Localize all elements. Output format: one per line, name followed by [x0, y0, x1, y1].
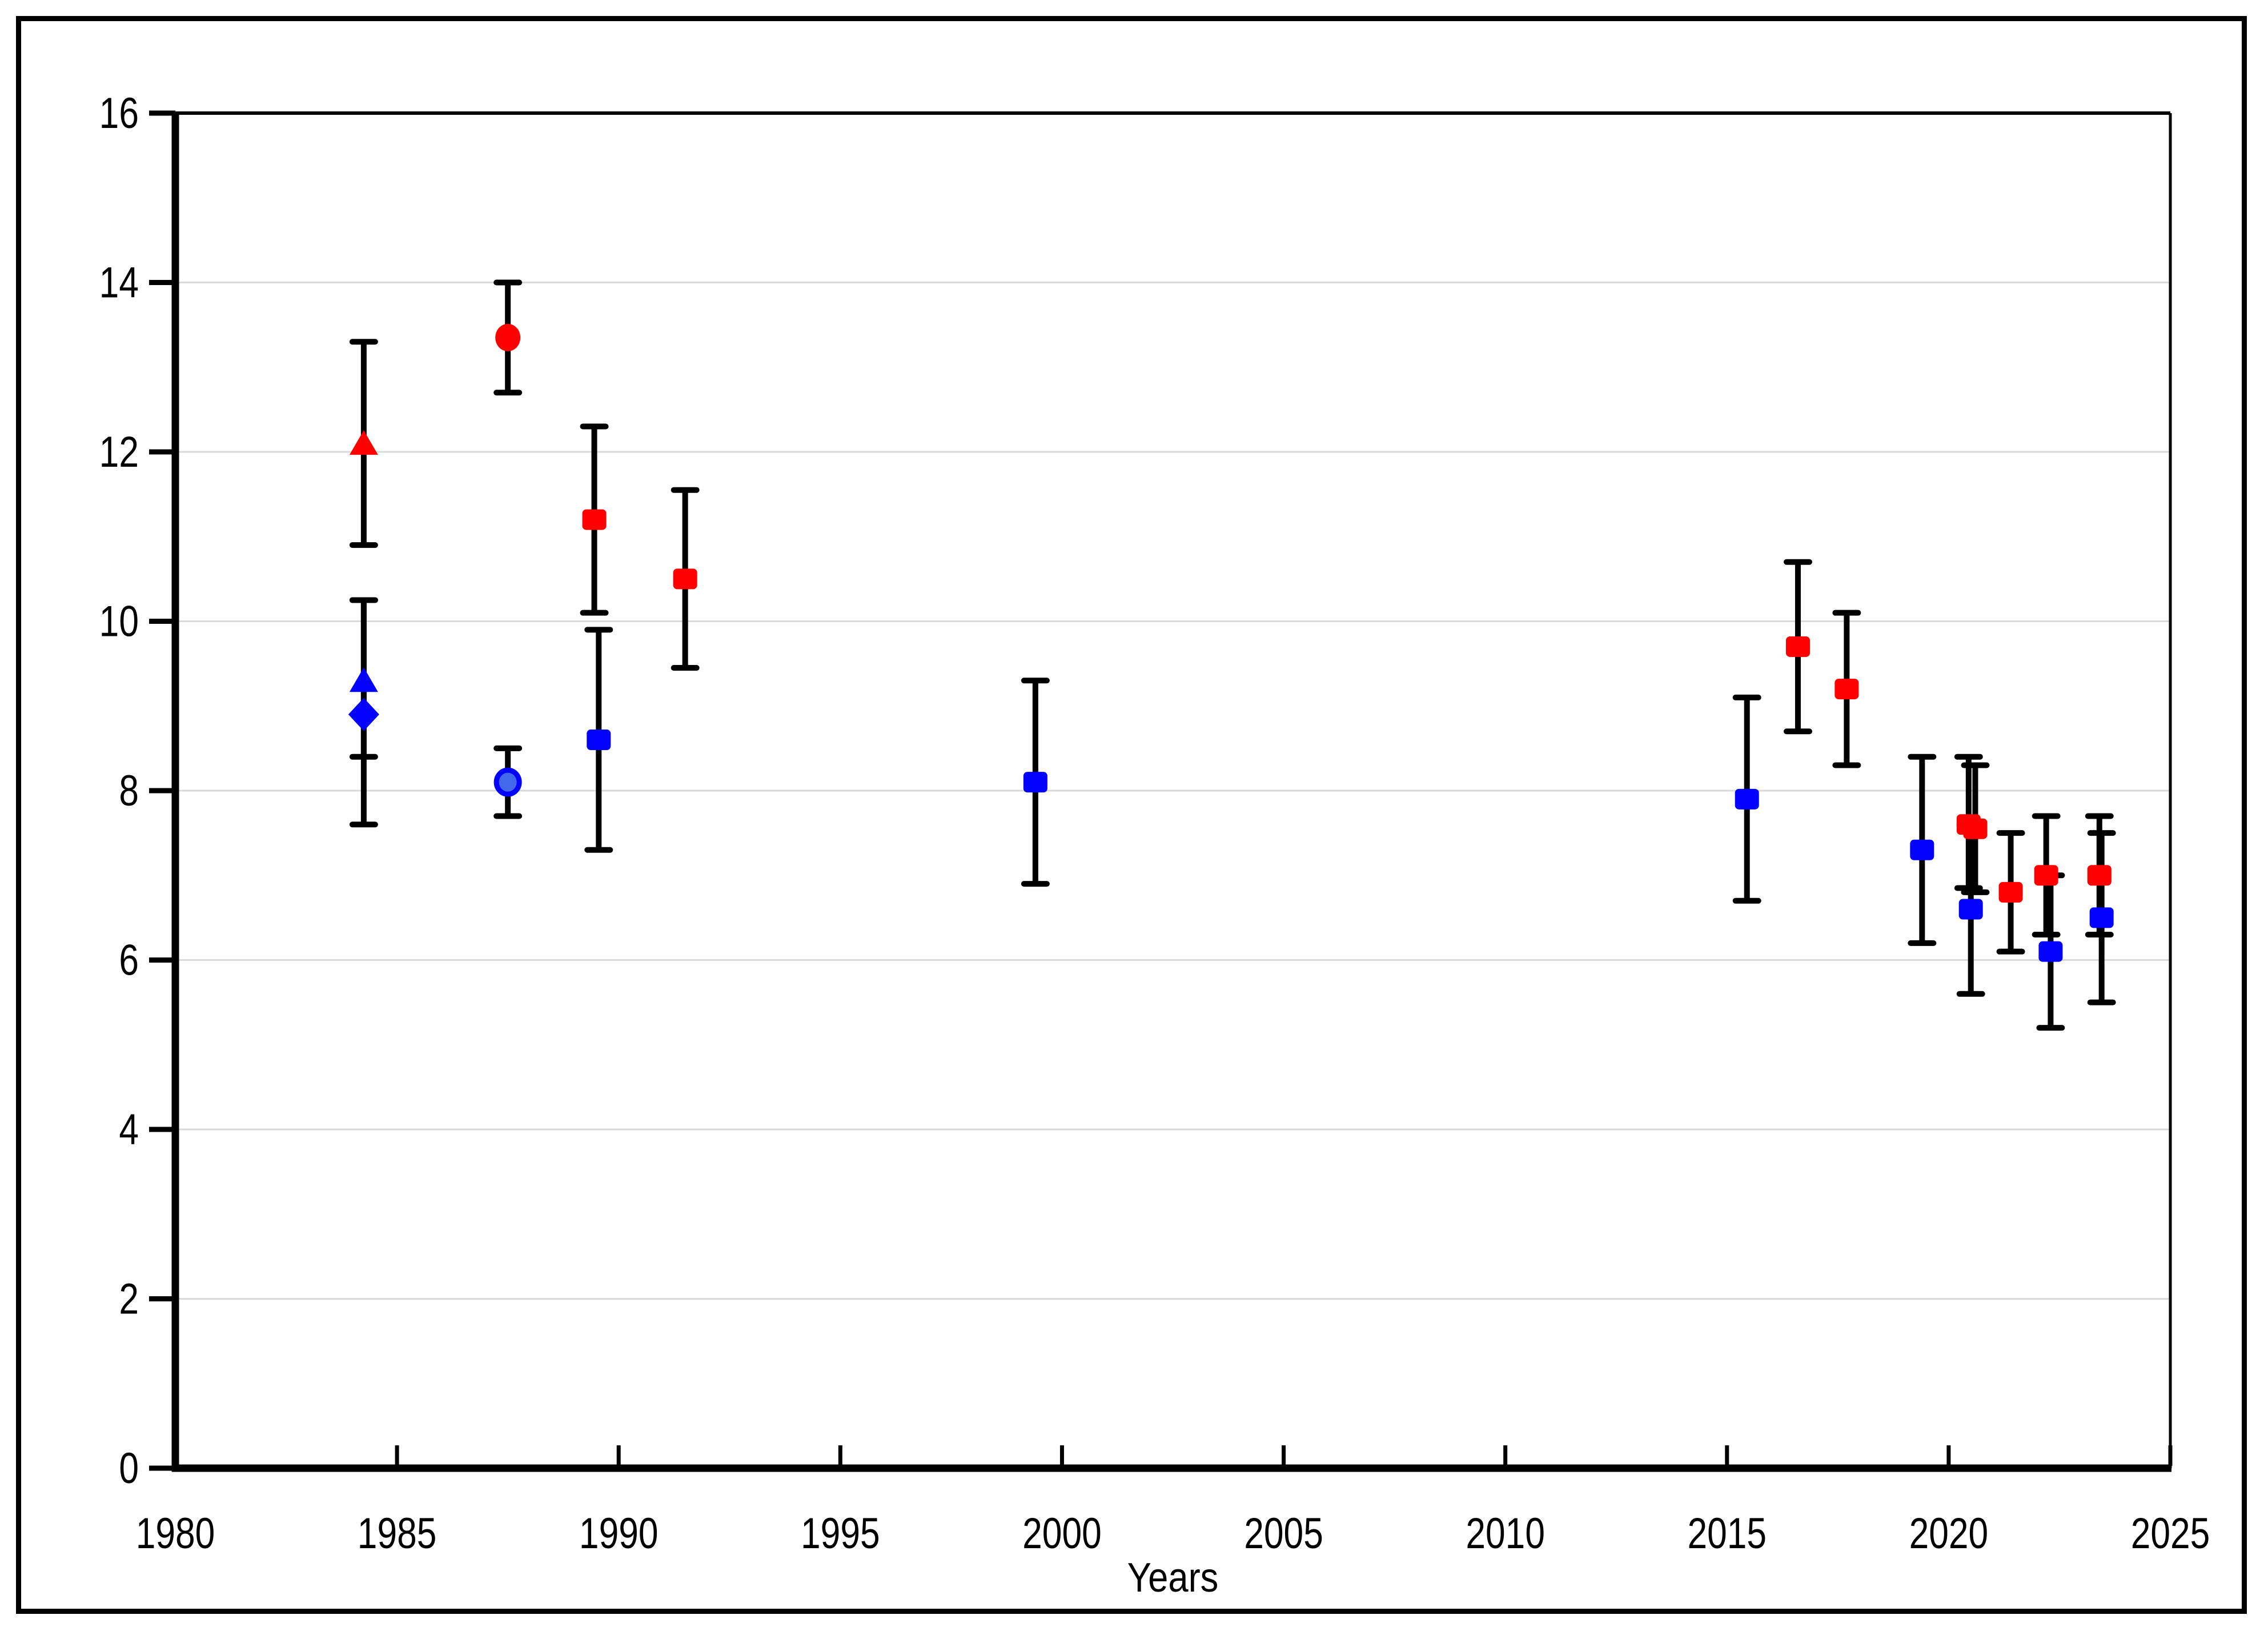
data-point-square [2038, 941, 2063, 962]
y-tick-label-text: 14 [99, 258, 139, 307]
y-tick-label-text: 4 [119, 1105, 139, 1153]
x-tick-label-text: 1980 [136, 1509, 215, 1557]
data-point-square [2034, 865, 2058, 886]
data-point-square [1735, 788, 1759, 810]
y-tick-label: 0 [119, 1444, 139, 1492]
data-point-square [1958, 899, 1983, 920]
x-tick-label: 1990 [579, 1509, 659, 1557]
y-tick-label-text: 16 [99, 89, 139, 137]
gridlines [175, 282, 2170, 1300]
x-tick-label-text: 2005 [1244, 1509, 1323, 1557]
data-point-square [2089, 907, 2114, 928]
y-tick-label-text: 2 [119, 1275, 139, 1323]
y-tick-label-text: 0 [119, 1444, 139, 1492]
x-tick-label-text: 1985 [358, 1509, 437, 1557]
data-markers [348, 323, 2114, 962]
data-point-diamond [348, 698, 379, 731]
y-tick-label-text: 12 [99, 427, 139, 476]
x-tick-label: 2020 [1909, 1509, 1989, 1557]
x-tick-label-text: 2015 [1687, 1509, 1767, 1557]
x-tick-label-text: 2020 [1909, 1509, 1989, 1557]
figure-border [16, 16, 2247, 1614]
data-point-square [587, 730, 611, 751]
error-bars [349, 279, 2116, 1031]
x-tick-label: 2005 [1244, 1509, 1323, 1557]
data-point-square [1963, 818, 1988, 839]
data-point-square [582, 509, 607, 530]
tick-marks [149, 110, 2173, 1471]
data-point-triangle [349, 430, 378, 455]
x-tick-label: 1995 [801, 1509, 880, 1557]
data-point-square [1023, 772, 1047, 793]
y-tick-label: 14 [99, 258, 139, 307]
x-tick-label: 1980 [136, 1509, 215, 1557]
data-point-triangle [349, 667, 378, 692]
y-tick-label-text: 6 [119, 936, 139, 984]
y-tick-label: 12 [99, 427, 139, 476]
x-tick-label: 2000 [1022, 1509, 1102, 1557]
x-tick-label-text: 2010 [1466, 1509, 1545, 1557]
x-tick-label-text: 1990 [579, 1509, 659, 1557]
y-tick-label: 4 [119, 1105, 139, 1153]
x-tick-label: 1985 [358, 1509, 437, 1557]
data-point-square [1998, 881, 2023, 903]
x-tick-label: 2015 [1687, 1509, 1767, 1557]
y-tick-label: 2 [119, 1275, 139, 1323]
data-point-square [1835, 679, 1859, 700]
y-tick-label: 6 [119, 936, 139, 984]
x-tick-label-text: 1995 [801, 1509, 880, 1557]
data-point-square [673, 568, 697, 590]
axis-labels: 0 2 4 6 8 10 12 14 16 1980 1985 1990 1995 2000 2005 201… [99, 89, 2210, 1601]
x-axis-title-text: Years [1127, 1555, 1219, 1601]
data-point-circle [495, 323, 521, 351]
y-tick-label-text: 8 [119, 766, 139, 815]
data-point-square [1910, 839, 1934, 860]
x-tick-label-text: 2000 [1022, 1509, 1102, 1557]
x-tick-label-text: 2025 [2131, 1509, 2210, 1557]
y-tick-label: 10 [99, 597, 139, 646]
x-axis-title: Years [1127, 1555, 1219, 1601]
data-point-circle-open [493, 767, 522, 797]
x-tick-label: 2010 [1466, 1509, 1545, 1557]
y-tick-label: 8 [119, 766, 139, 815]
data-point-square [2087, 865, 2112, 886]
x-tick-label: 2025 [2131, 1509, 2210, 1557]
data-point-square [1785, 636, 1810, 657]
y-tick-label-text: 10 [99, 597, 139, 646]
y-tick-label: 16 [99, 89, 139, 137]
